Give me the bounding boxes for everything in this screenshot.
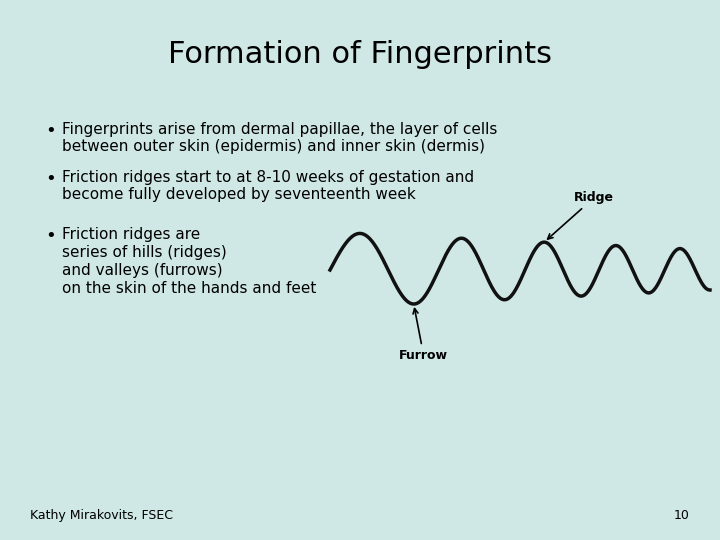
- Text: Formation of Fingerprints: Formation of Fingerprints: [168, 40, 552, 69]
- Text: series of hills (ridges): series of hills (ridges): [62, 245, 227, 260]
- Text: •: •: [45, 227, 55, 245]
- Text: become fully developed by seventeenth week: become fully developed by seventeenth we…: [62, 187, 415, 202]
- Text: Friction ridges are: Friction ridges are: [62, 227, 200, 242]
- Text: and valleys (furrows): and valleys (furrows): [62, 263, 222, 278]
- Text: Friction ridges start to at 8-10 weeks of gestation and: Friction ridges start to at 8-10 weeks o…: [62, 170, 474, 185]
- Text: on the skin of the hands and feet: on the skin of the hands and feet: [62, 281, 316, 296]
- Text: Furrow: Furrow: [399, 308, 448, 362]
- Text: Kathy Mirakovits, FSEC: Kathy Mirakovits, FSEC: [30, 509, 173, 522]
- Text: Ridge: Ridge: [548, 191, 614, 239]
- Text: 10: 10: [674, 509, 690, 522]
- Text: •: •: [45, 122, 55, 140]
- Text: between outer skin (epidermis) and inner skin (dermis): between outer skin (epidermis) and inner…: [62, 139, 485, 154]
- Text: •: •: [45, 170, 55, 188]
- Text: Fingerprints arise from dermal papillae, the layer of cells: Fingerprints arise from dermal papillae,…: [62, 122, 498, 137]
